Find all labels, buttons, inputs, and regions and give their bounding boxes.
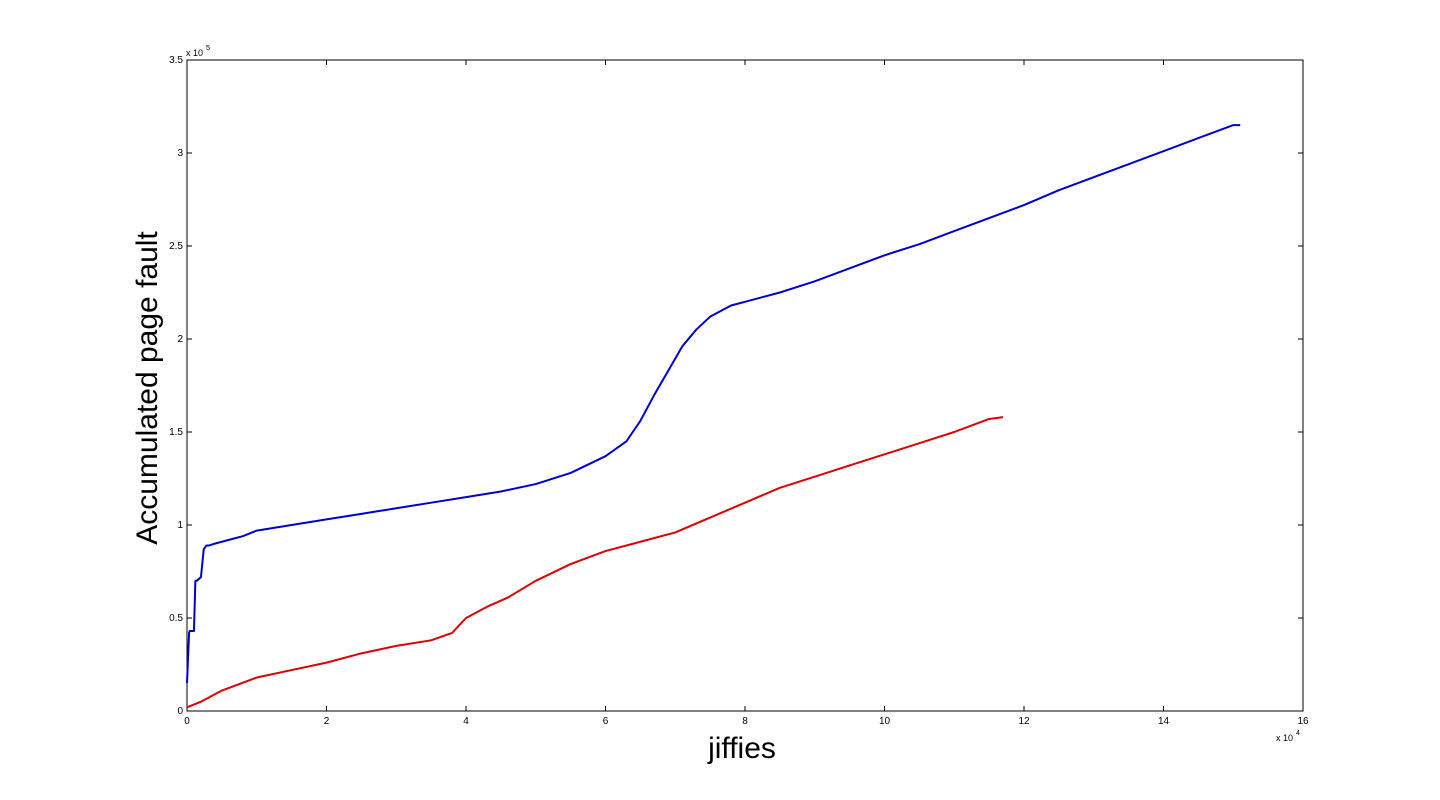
x-axis-label: jiffies <box>707 732 776 765</box>
x-tick-label: 14 <box>1158 716 1170 727</box>
y-axis-ticks: 0 0.5 1 1.5 2 2.5 3 3.5 <box>169 55 1303 717</box>
x-exponent-base: x 10 <box>1276 733 1293 743</box>
y-tick-label: 1 <box>177 520 183 531</box>
y-tick-label: 2.5 <box>169 241 183 252</box>
x-tick-label: 12 <box>1018 716 1030 727</box>
x-tick-label: 2 <box>324 716 330 727</box>
y-exponent-base: x 10 <box>186 48 203 58</box>
x-tick-label: 10 <box>879 716 891 727</box>
x-axis-ticks: 0 2 4 6 8 10 12 14 16 <box>184 60 1309 727</box>
x-tick-label: 6 <box>603 716 609 727</box>
y-exponent: x 10 5 <box>186 45 210 58</box>
y-tick-label: 1.5 <box>169 427 183 438</box>
y-axis-label: Accumulated page fault <box>131 231 164 545</box>
x-tick-label: 16 <box>1297 716 1309 727</box>
plot-area <box>186 59 1304 712</box>
y-tick-label: 0.5 <box>169 613 183 624</box>
y-tick-label: 0 <box>177 706 183 717</box>
series-layer <box>186 124 1241 709</box>
y-exponent-power: 5 <box>206 45 210 52</box>
y-tick-label: 3.5 <box>169 55 183 66</box>
series-line-2 <box>186 416 1004 709</box>
x-tick-label: 4 <box>463 716 469 727</box>
series-line-1 <box>186 124 1241 684</box>
x-exponent: x 10 4 <box>1276 730 1300 743</box>
y-tick-label: 2 <box>177 334 183 345</box>
x-exponent-power: 4 <box>1296 730 1300 737</box>
x-tick-label: 8 <box>742 716 748 727</box>
x-tick-label: 0 <box>184 716 190 727</box>
y-tick-label: 3 <box>177 148 183 159</box>
